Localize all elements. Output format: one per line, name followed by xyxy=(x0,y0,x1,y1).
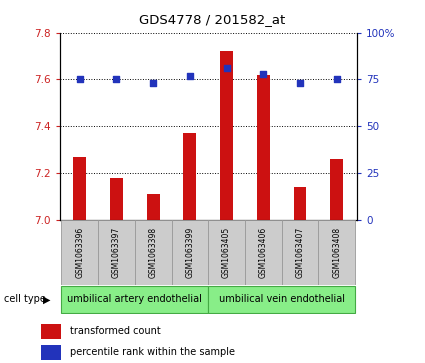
Bar xyxy=(208,286,355,313)
Bar xyxy=(318,220,355,285)
Point xyxy=(223,65,230,71)
Bar xyxy=(330,159,343,220)
Bar xyxy=(147,194,159,220)
Bar xyxy=(282,220,318,285)
Bar xyxy=(61,286,208,313)
Bar xyxy=(257,75,270,220)
Bar xyxy=(73,156,86,220)
Text: transformed count: transformed count xyxy=(70,326,161,336)
Text: GSM1063396: GSM1063396 xyxy=(75,227,84,278)
Bar xyxy=(208,220,245,285)
Text: GSM1063408: GSM1063408 xyxy=(332,227,341,278)
Text: ▶: ▶ xyxy=(43,294,51,305)
Bar xyxy=(110,178,123,220)
Bar xyxy=(41,344,61,360)
Text: GSM1063407: GSM1063407 xyxy=(295,227,305,278)
Point xyxy=(260,71,267,77)
Text: GDS4778 / 201582_at: GDS4778 / 201582_at xyxy=(139,13,286,26)
Text: GSM1063405: GSM1063405 xyxy=(222,227,231,278)
Bar xyxy=(98,220,135,285)
Text: percentile rank within the sample: percentile rank within the sample xyxy=(70,347,235,357)
Text: GSM1063398: GSM1063398 xyxy=(149,227,158,278)
Bar xyxy=(41,324,61,339)
Text: umbilical artery endothelial: umbilical artery endothelial xyxy=(67,294,202,304)
Bar xyxy=(294,187,306,220)
Bar xyxy=(61,220,98,285)
Point xyxy=(187,73,193,78)
Text: GSM1063397: GSM1063397 xyxy=(112,227,121,278)
Bar xyxy=(135,220,172,285)
Point xyxy=(150,80,156,86)
Bar xyxy=(220,52,233,220)
Text: GSM1063399: GSM1063399 xyxy=(185,227,194,278)
Point xyxy=(113,77,120,82)
Text: GSM1063406: GSM1063406 xyxy=(259,227,268,278)
Point xyxy=(333,77,340,82)
Bar xyxy=(184,133,196,220)
Point xyxy=(76,77,83,82)
Text: cell type: cell type xyxy=(4,294,46,305)
Bar xyxy=(172,220,208,285)
Point xyxy=(297,80,303,86)
Text: umbilical vein endothelial: umbilical vein endothelial xyxy=(219,294,345,304)
Bar xyxy=(245,220,282,285)
